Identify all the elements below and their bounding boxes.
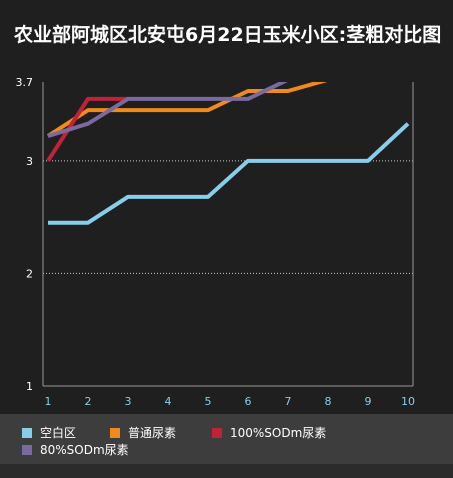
x-tick-label-7: 7	[285, 395, 292, 408]
x-tick-label-5: 5	[205, 395, 212, 408]
y-tick-label-2: 2	[26, 267, 33, 280]
legend: 空白区 普通尿素 100%SODm尿素 80%SODm尿素	[0, 414, 453, 464]
legend-swatch-blank	[22, 427, 32, 438]
series-line-3	[47, 82, 288, 138]
x-tick-label-6: 6	[245, 395, 252, 408]
series-line-0	[48, 122, 410, 225]
legend-item-sodm80: 80%SODm尿素	[22, 441, 129, 458]
legend-label-urea: 普通尿素	[128, 426, 177, 440]
y-tick-label-1: 1	[26, 380, 33, 393]
legend-swatch-urea	[110, 427, 120, 438]
x-tick-label-8: 8	[325, 395, 332, 408]
x-tick-label-4: 4	[165, 395, 172, 408]
legend-item-blank: 空白区	[22, 424, 76, 441]
legend-item-sodm100: 100%SODm尿素	[212, 424, 326, 441]
legend-label-sodm100: 100%SODm尿素	[230, 426, 327, 440]
x-tick-label-1: 1	[45, 395, 52, 408]
legend-swatch-sodm100	[212, 427, 222, 438]
x-tick-label-3: 3	[125, 395, 132, 408]
y-tick-label-3.7: 3.7	[16, 76, 34, 89]
legend-item-urea: 普通尿素	[110, 424, 176, 441]
legend-label-blank: 空白区	[40, 426, 77, 440]
legend-label-sodm80: 80%SODm尿素	[40, 443, 129, 457]
y-tick-label-3: 3	[26, 155, 33, 168]
bottom-strip	[0, 464, 453, 478]
x-tick-label-2: 2	[85, 395, 92, 408]
x-tick-label-9: 9	[365, 395, 372, 408]
series-line-2	[46, 96, 128, 162]
chart-title: 农业部阿城区北安屯6月22日玉米小区:茎粗对比图	[14, 24, 442, 46]
series-line-1	[46, 82, 328, 138]
legend-swatch-sodm80	[22, 444, 32, 455]
x-tick-label-10: 10	[401, 395, 415, 408]
